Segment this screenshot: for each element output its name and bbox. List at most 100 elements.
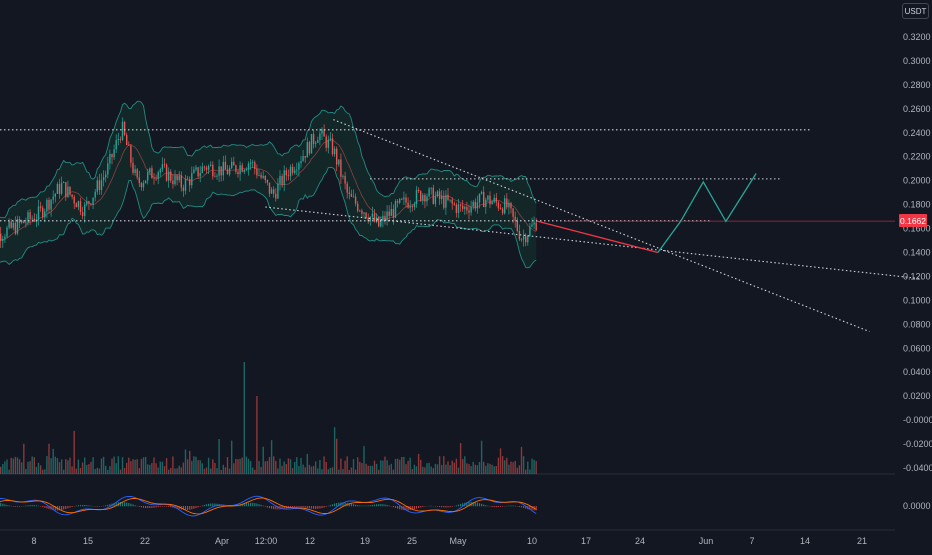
volume-bar — [378, 470, 379, 474]
oscillator-histogram-bar — [256, 504, 257, 507]
time-axis-label: 15 — [83, 536, 93, 546]
candle-body — [71, 195, 72, 197]
oscillator-histogram-bar — [372, 505, 373, 506]
volume-bar — [193, 456, 194, 474]
oscillator-histogram-bar — [132, 504, 133, 506]
oscillator-histogram-bar — [513, 506, 514, 507]
candle-body — [439, 191, 440, 199]
volume-bar — [168, 470, 169, 474]
volume-bar — [25, 469, 26, 474]
volume-bar — [92, 457, 93, 474]
volume-bar — [351, 467, 352, 474]
candle-body — [95, 192, 96, 198]
price-axis-label: -0.0400 — [903, 463, 932, 473]
volume-bar — [246, 457, 247, 474]
volume-bar — [357, 457, 358, 474]
candle-body — [88, 201, 89, 203]
candle-body — [305, 156, 306, 157]
oscillator-histogram-bar — [208, 504, 209, 506]
candle-body — [536, 222, 537, 230]
candle-body — [147, 172, 148, 180]
volume-bar — [323, 456, 324, 474]
candle-body — [265, 176, 266, 180]
oscillator-histogram-bar — [447, 506, 448, 507]
price-axis-label: 0.0200 — [903, 391, 931, 401]
projection-up-leg[interactable] — [658, 174, 756, 253]
candle-body — [260, 175, 261, 178]
volume-bar — [231, 441, 232, 474]
candle-body — [252, 162, 253, 163]
volume-bar — [36, 467, 37, 474]
oscillator-histogram-bar — [389, 505, 390, 506]
volume-bar — [187, 459, 188, 474]
oscillator-histogram-bar — [376, 504, 377, 506]
time-axis-label: 19 — [360, 536, 370, 546]
oscillator-histogram-bar — [309, 506, 310, 508]
candle-body — [55, 194, 56, 197]
volume-bar — [372, 466, 373, 474]
candle-body — [34, 219, 35, 221]
candle-body — [380, 221, 381, 226]
volume-bar — [401, 457, 402, 474]
candle-body — [483, 192, 484, 207]
candle-body — [449, 200, 450, 201]
volume-bar — [254, 470, 255, 474]
candle-body — [166, 165, 167, 181]
volume-bar — [361, 463, 362, 474]
candle-body — [124, 122, 125, 135]
candle-body — [162, 164, 163, 169]
oscillator-histogram-bar — [97, 506, 98, 507]
projection-down-leg[interactable] — [537, 221, 658, 252]
candle-body — [269, 183, 270, 194]
oscillator-histogram-bar — [145, 506, 146, 508]
candle-body — [447, 195, 448, 200]
volume-bar — [4, 461, 5, 474]
oscillator-histogram-bar — [305, 506, 306, 508]
candle-body — [61, 183, 62, 194]
volume-bar — [290, 459, 291, 474]
oscillator-histogram-bar — [485, 505, 486, 506]
candle-body — [351, 194, 352, 197]
candle-body — [500, 208, 501, 209]
volume-bar — [531, 459, 532, 474]
candle-body — [237, 172, 238, 174]
volume-bar — [452, 461, 453, 474]
candle-body — [529, 227, 530, 236]
currency-badge[interactable]: USDT — [902, 3, 929, 19]
price-axis[interactable]: 0.32000.30000.28000.26000.24000.22000.20… — [903, 32, 932, 511]
candle-body — [420, 191, 421, 201]
oscillator-histogram-bar — [212, 503, 213, 506]
volume-bar — [284, 461, 285, 474]
candle-body — [288, 175, 289, 176]
volume-bar — [191, 461, 192, 474]
oscillator-histogram-bar — [481, 504, 482, 506]
candle-body — [137, 169, 138, 177]
candle-body — [315, 143, 316, 144]
volume-bar — [515, 461, 516, 474]
candle-body — [412, 206, 413, 207]
candle-body — [334, 149, 335, 154]
candle-body — [281, 176, 282, 185]
oscillator-histogram-bar — [351, 504, 352, 507]
candle-body — [151, 168, 152, 178]
candle-body — [284, 170, 285, 185]
volume-bar — [525, 470, 526, 474]
volume-bar — [143, 457, 144, 474]
candle-body — [279, 176, 280, 184]
candle-body — [176, 175, 177, 180]
volume-bar — [244, 362, 245, 474]
volume-bar — [258, 461, 259, 474]
oscillator-histogram-bar — [206, 504, 207, 506]
oscillator-histogram-bar — [315, 506, 316, 509]
price-axis-label: 0.0800 — [903, 319, 931, 329]
candle-body — [92, 198, 93, 205]
candle-body — [229, 168, 230, 174]
volume-bar — [317, 468, 318, 474]
price-axis-label: 0.2400 — [903, 128, 931, 138]
volume-bar — [128, 458, 129, 474]
volume-bar — [29, 461, 30, 474]
candle-body — [521, 239, 522, 240]
